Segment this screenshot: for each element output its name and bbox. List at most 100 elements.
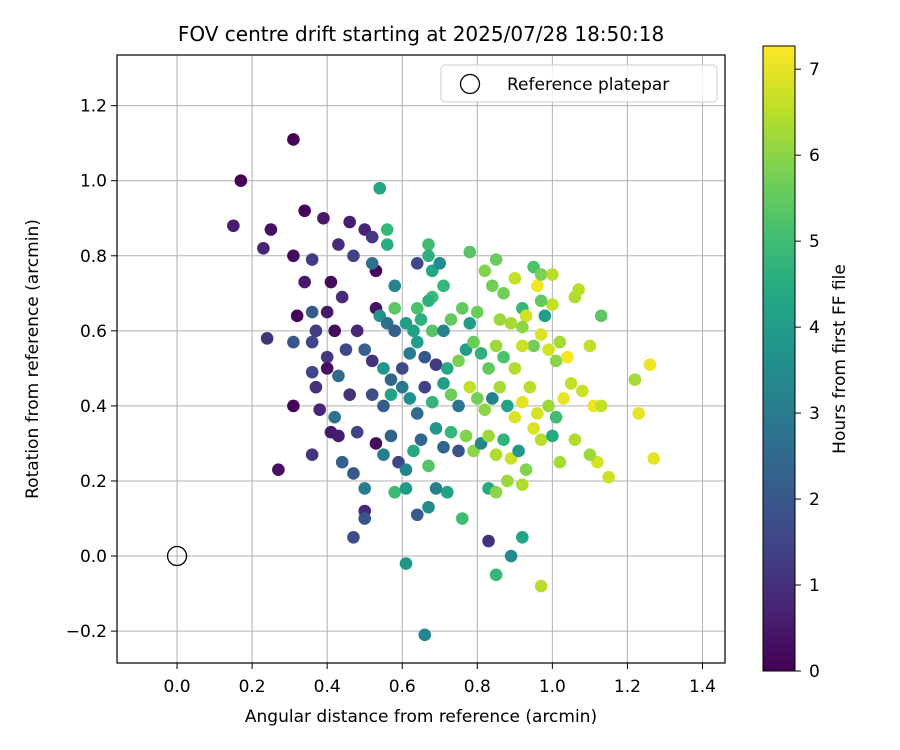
data-point [287, 399, 300, 413]
data-point [572, 283, 585, 296]
x-tick-label: 0.2 [239, 677, 266, 697]
data-point [519, 463, 533, 477]
data-point [512, 444, 525, 458]
x-tick-label: 1.4 [689, 677, 716, 697]
data-point [516, 320, 529, 334]
data-point [516, 478, 529, 492]
data-point [407, 324, 420, 338]
y-tick-label: 0.4 [80, 397, 107, 417]
x-tick-label: 0.6 [389, 677, 416, 697]
data-point [583, 448, 597, 462]
data-point [377, 448, 390, 462]
data-point [643, 358, 657, 371]
legend: Reference platepar [440, 64, 718, 103]
data-point [546, 268, 559, 281]
data-point [377, 362, 390, 375]
data-point [576, 384, 589, 398]
data-point [373, 181, 387, 195]
data-point [553, 335, 567, 349]
data-point [501, 399, 514, 413]
data-point [403, 392, 417, 405]
data-point [380, 238, 394, 251]
data-point [422, 238, 435, 251]
data-point [347, 530, 360, 544]
data-point [534, 328, 548, 341]
data-point [482, 362, 495, 375]
data-point [440, 485, 454, 499]
data-point [497, 433, 510, 446]
data-point [470, 392, 484, 405]
chart-title: FOV centre drift starting at 2025/07/28 … [178, 22, 664, 46]
data-point [542, 399, 555, 413]
data-point [534, 579, 548, 593]
data-point [298, 275, 311, 289]
colorbar-tick-label: 7 [809, 60, 820, 80]
data-point [305, 365, 319, 379]
data-point [594, 309, 608, 323]
colorbar-label: Hours from first FF file [830, 264, 850, 454]
data-point [508, 410, 522, 424]
data-point [455, 302, 469, 315]
data-point [549, 354, 563, 368]
data-point [493, 380, 507, 394]
data-point [350, 425, 364, 439]
legend-box [440, 64, 718, 103]
data-point [527, 339, 540, 353]
data-point [399, 557, 413, 570]
data-point [380, 223, 394, 236]
data-point [489, 568, 503, 582]
data-point [347, 249, 360, 263]
x-axis-label: Angular distance from reference (arcmin) [245, 707, 597, 727]
data-point [437, 324, 450, 338]
data-point [395, 362, 409, 375]
data-point [628, 373, 642, 386]
data-point [332, 369, 345, 383]
data-point [358, 343, 372, 356]
data-point [313, 403, 326, 416]
colorbar-tick-label: 5 [809, 232, 820, 252]
x-tick-label: 0.8 [464, 677, 491, 697]
data-point [395, 380, 409, 394]
data-point [546, 298, 559, 311]
data-point [369, 437, 383, 450]
data-point [527, 422, 540, 435]
data-point [478, 403, 492, 416]
data-point [343, 388, 356, 401]
data-point [388, 324, 402, 338]
data-point [463, 317, 477, 330]
data-point [410, 335, 424, 349]
data-point [482, 429, 495, 443]
data-point [328, 410, 341, 424]
data-point [564, 377, 578, 390]
data-point [444, 425, 458, 439]
data-point [437, 279, 450, 293]
data-point [452, 444, 465, 458]
data-point [422, 294, 435, 308]
data-point [358, 482, 372, 495]
data-point [486, 392, 499, 405]
y-tick-label: 1.0 [80, 172, 107, 192]
data-point [422, 459, 435, 473]
data-point [365, 388, 379, 401]
data-point [418, 380, 432, 394]
data-point [290, 309, 304, 323]
data-point [429, 482, 443, 495]
colorbar-tick-label: 4 [809, 318, 820, 338]
y-tick-label: 0.6 [80, 322, 107, 342]
data-point [433, 256, 447, 270]
data-point [549, 410, 563, 424]
data-point [632, 407, 645, 420]
y-axis-label: Rotation from reference (arcmin) [23, 219, 43, 499]
grid [117, 55, 725, 663]
x-tick-label: 0.0 [164, 677, 191, 697]
data-point [602, 470, 615, 484]
data-point [440, 362, 454, 375]
y-axis-ticks: −0.2 0.0 0.2 0.4 0.6 0.8 1.0 1.2 [66, 97, 117, 642]
data-point [519, 309, 533, 323]
data-point [493, 313, 507, 326]
data-point [470, 305, 484, 319]
colorbar-tick-label: 3 [809, 404, 820, 424]
data-point [452, 399, 465, 413]
x-tick-label: 0.4 [314, 677, 341, 697]
